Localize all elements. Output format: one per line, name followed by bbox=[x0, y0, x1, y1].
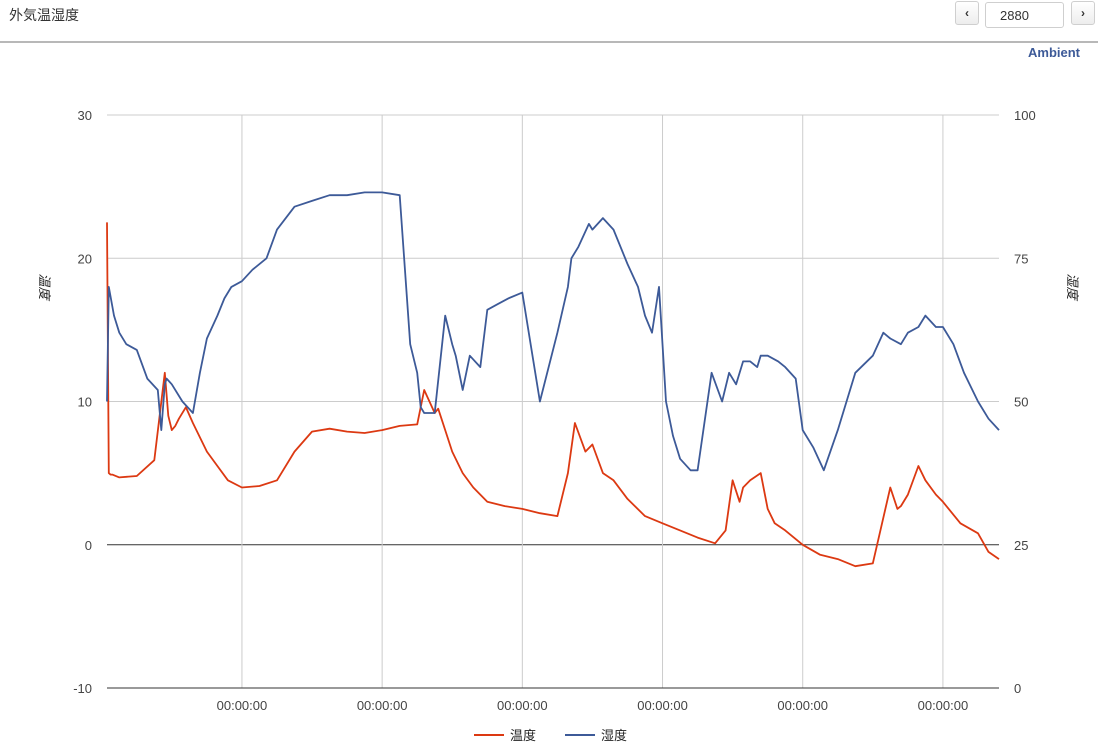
y-left-tick-label: 30 bbox=[78, 108, 92, 123]
series-line-temperature bbox=[106, 222, 1000, 568]
page-title: 外気温湿度 bbox=[9, 7, 79, 23]
count-input[interactable] bbox=[985, 2, 1064, 28]
x-tick-label: 00:00:00 bbox=[217, 698, 268, 713]
chevron-left-icon: ‹ bbox=[965, 6, 969, 20]
header-bar: 外気温湿度 ‹ › bbox=[0, 0, 1098, 43]
prev-button[interactable]: ‹ bbox=[955, 1, 979, 25]
series-line-humidity bbox=[106, 191, 1000, 472]
x-tick-label: 00:00:00 bbox=[357, 698, 408, 713]
x-tick-label: 00:00:00 bbox=[637, 698, 688, 713]
legend-label-humidity: 湿度 bbox=[601, 728, 627, 744]
y-right-tick-label: 0 bbox=[1014, 681, 1021, 696]
legend-label-temperature: 温度 bbox=[510, 728, 536, 744]
x-tick-label: 00:00:00 bbox=[918, 698, 969, 713]
y-right-tick-label: 25 bbox=[1014, 538, 1028, 553]
y-right-tick-label: 75 bbox=[1014, 251, 1028, 266]
y-left-tick-label: 20 bbox=[78, 251, 92, 266]
x-tick-label: 00:00:00 bbox=[497, 698, 548, 713]
y-right-tick-label: 100 bbox=[1014, 108, 1036, 123]
y-left-tick-label: 0 bbox=[85, 538, 92, 553]
y-left-tick-label: 10 bbox=[78, 395, 92, 410]
y-left-axis-title: 温度 bbox=[36, 273, 51, 301]
chart-title: Ambient bbox=[1028, 45, 1080, 60]
y-left-tick-label: -10 bbox=[73, 681, 92, 696]
chevron-right-icon: › bbox=[1081, 6, 1085, 20]
y-right-axis-title: 湿度 bbox=[1064, 273, 1079, 301]
y-right-tick-label: 50 bbox=[1014, 395, 1028, 410]
next-button[interactable]: › bbox=[1071, 1, 1095, 25]
x-tick-label: 00:00:00 bbox=[777, 698, 828, 713]
